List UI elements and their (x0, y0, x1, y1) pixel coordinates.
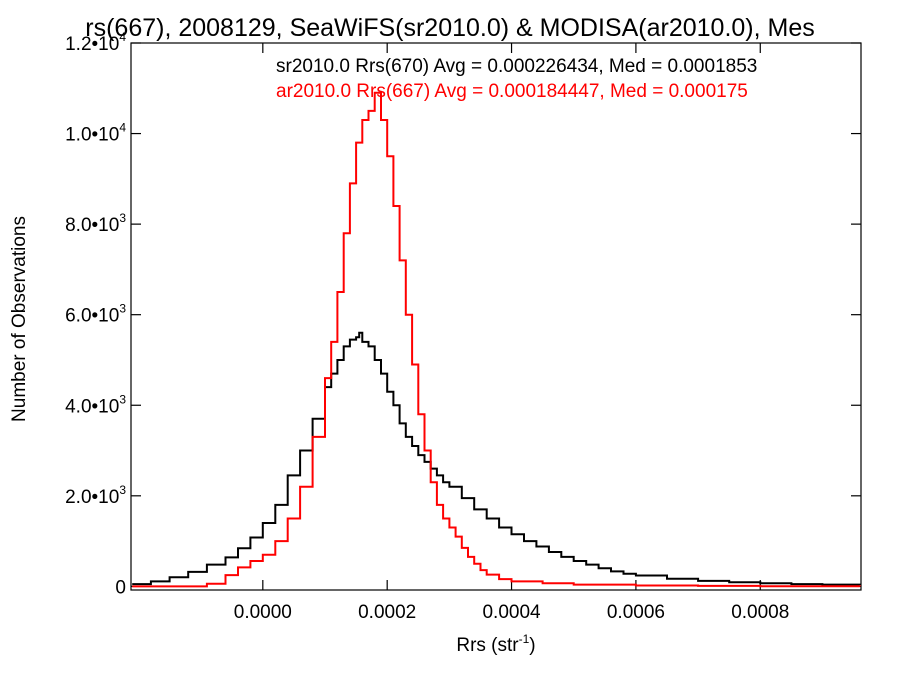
y-axis-ticks: 0 2.0•103 4.0•103 6.0•103 8.0•103 1.0•104 1.2•… (65, 30, 861, 598)
y-tick-label: 6.0•103 (65, 302, 126, 327)
series-group (132, 91, 861, 588)
chart-title: rs(667), 2008129, SeaWiFS(sr2010.0) & MO… (85, 14, 814, 42)
x-axis-ticks: 0.0000 0.0002 0.0004 0.0006 0.0008 (234, 43, 789, 623)
legend-entry-black: sr2010.0 Rrs(670) Avg = 0.000226434, Med… (276, 56, 757, 77)
series-line-black (132, 331, 861, 586)
x-tick-label: 0.0008 (731, 602, 789, 623)
plot-border (130, 42, 862, 591)
x-tick-label: 0.0004 (482, 602, 541, 623)
y-tick-label: 8.0•103 (65, 211, 126, 236)
y-tick-label: 2.0•103 (65, 483, 126, 508)
x-axis-label-sup: -1 (519, 632, 530, 646)
legend-entry-red: ar2010.0 Rrs(667) Avg = 0.000184447, Med… (276, 81, 748, 102)
y-tick-label: 0 (115, 577, 126, 598)
y-tick-label: 1.0•104 (65, 121, 126, 146)
y-tick-label: 1.2•104 (65, 30, 126, 55)
x-axis-label-end: ) (529, 635, 535, 656)
x-axis-label: Rrs (str-1) (456, 632, 535, 656)
x-tick-label: 0.0006 (607, 602, 665, 623)
y-axis-label: Number of Observations (9, 216, 30, 422)
x-tick-label: 0.0000 (234, 602, 292, 623)
x-tick-label: 0.0002 (358, 602, 416, 623)
series-line-red (132, 91, 861, 588)
y-tick-label: 4.0•103 (65, 392, 126, 417)
plot-frame (130, 42, 862, 591)
x-axis-label-main: Rrs (str (456, 635, 519, 656)
